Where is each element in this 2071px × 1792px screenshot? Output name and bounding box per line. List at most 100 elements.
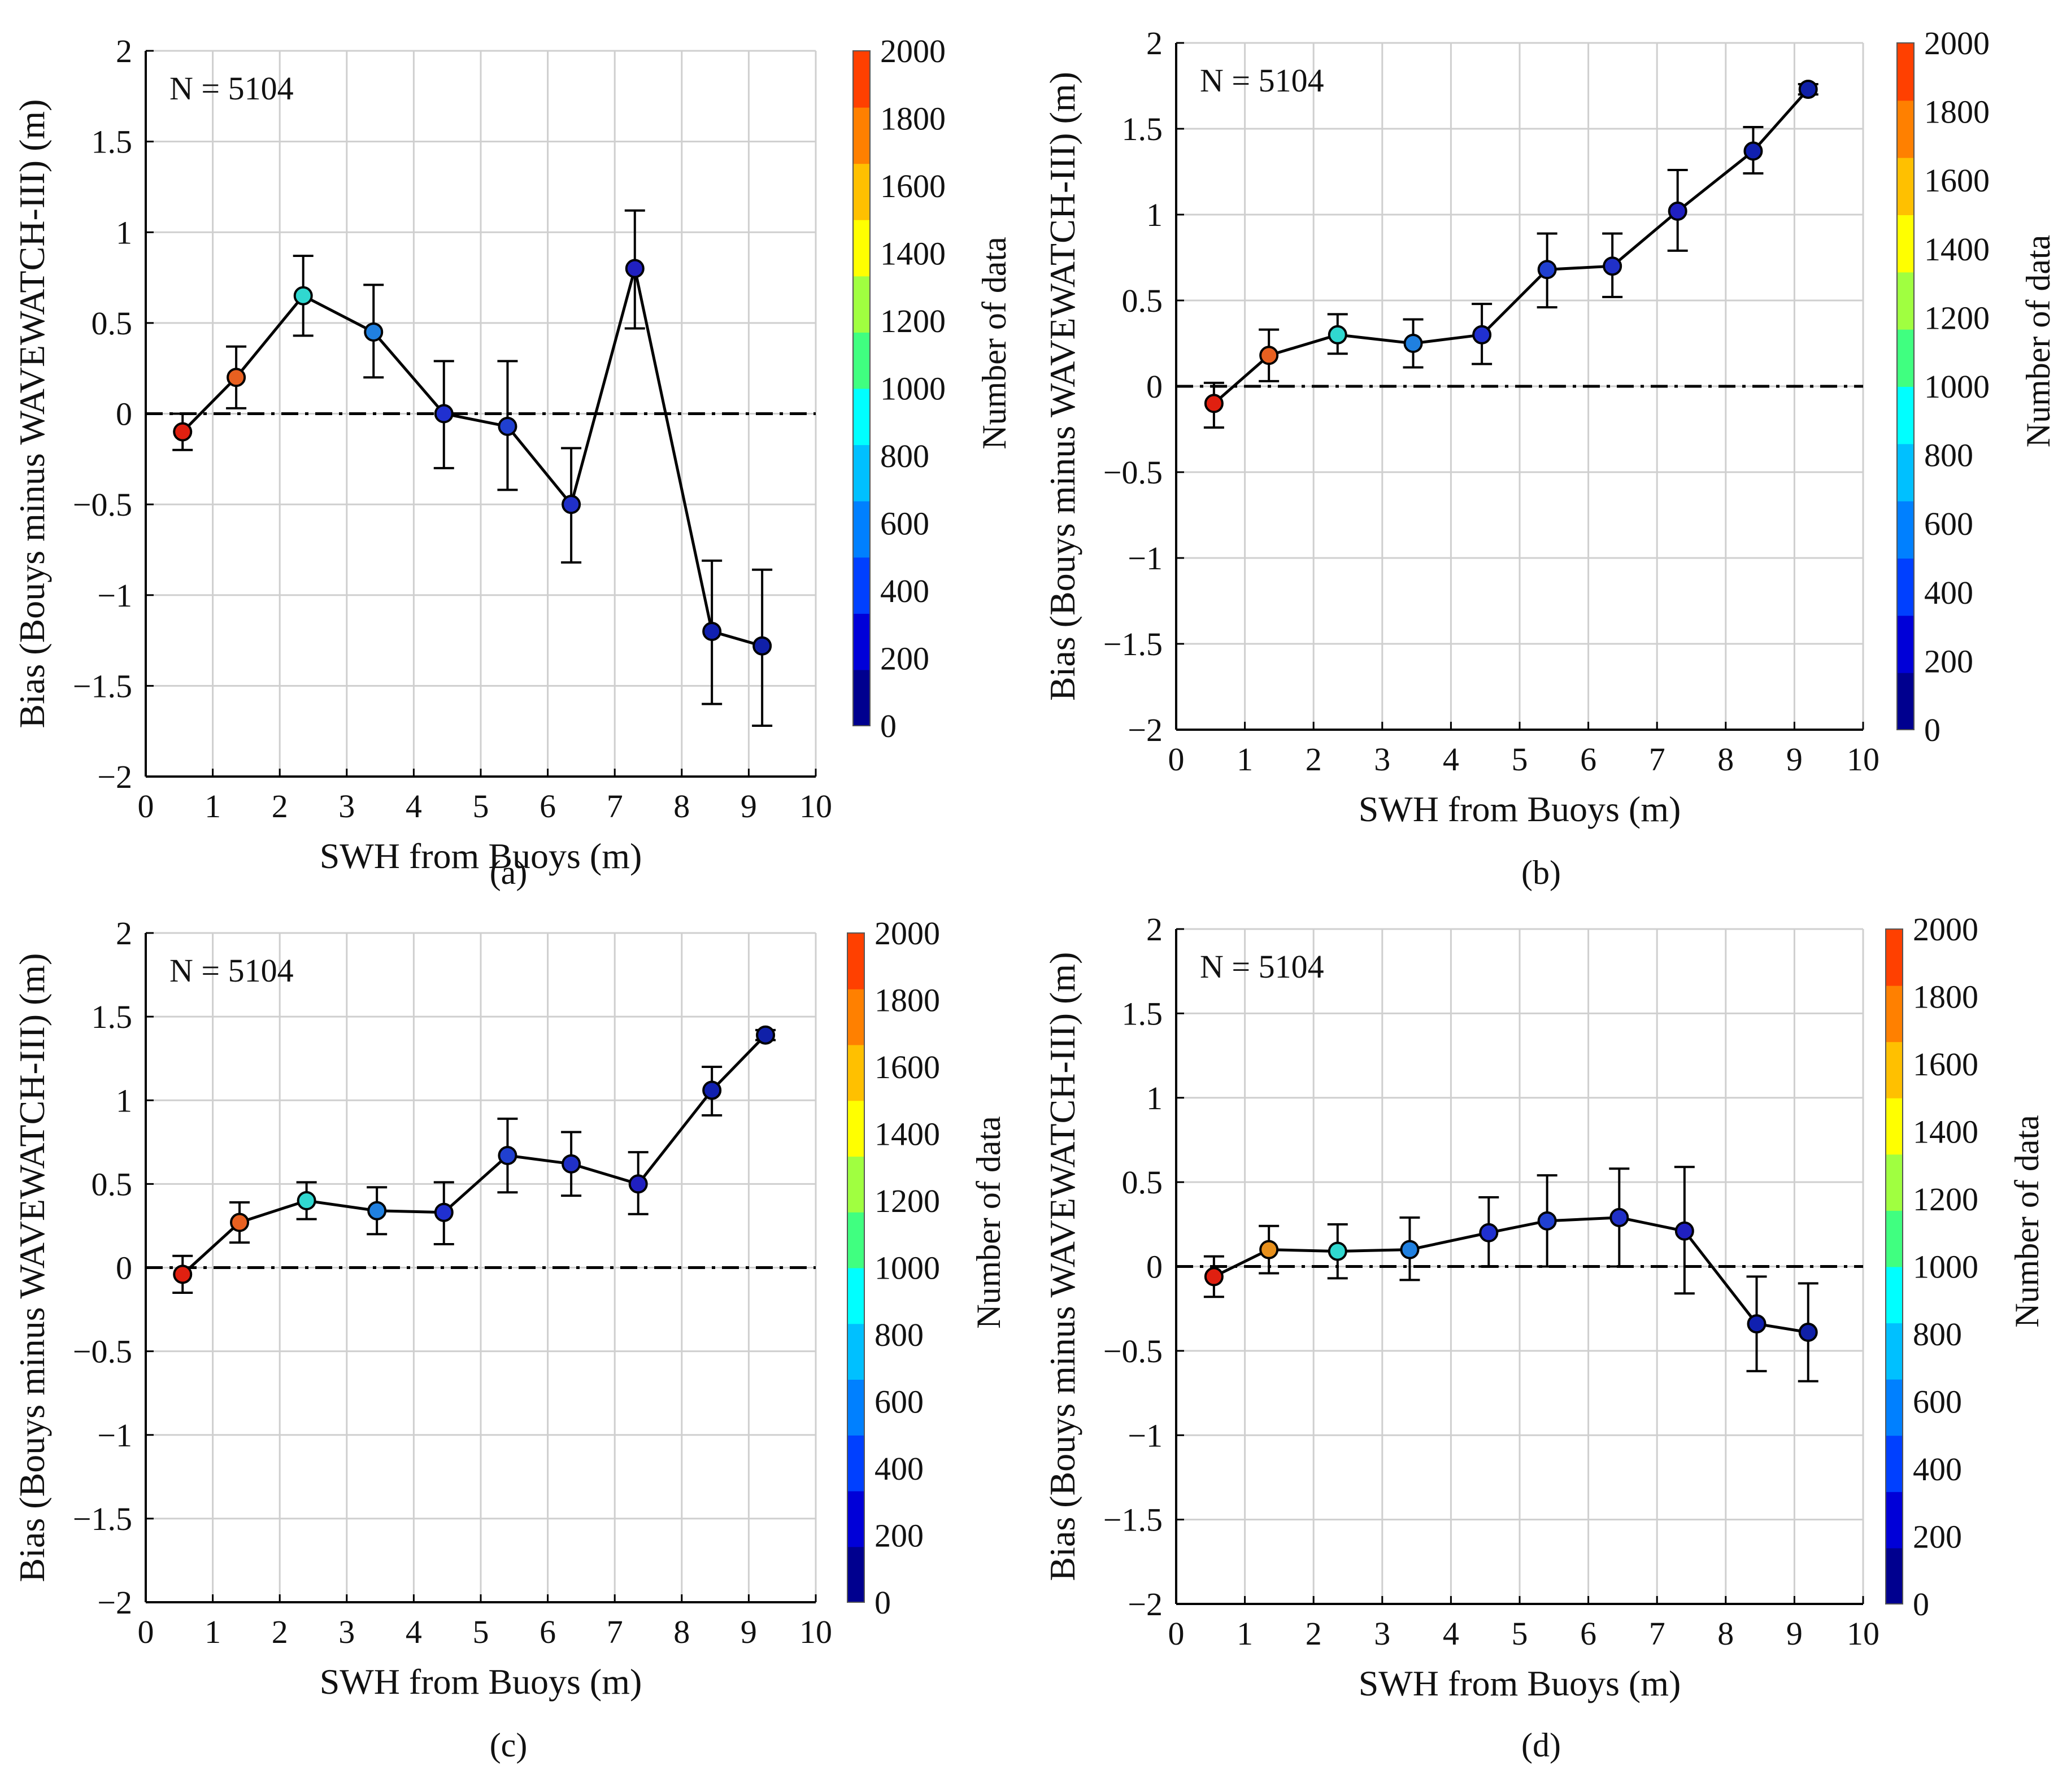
x-tick-label: 6 xyxy=(539,1614,556,1650)
y-tick-label: −0.5 xyxy=(73,486,132,523)
data-point xyxy=(230,1213,250,1232)
x-tick-label: 3 xyxy=(1374,741,1390,778)
colorbar-segment xyxy=(1897,215,1914,273)
colorbar-tick-label: 1200 xyxy=(880,303,946,339)
x-tick-label: 4 xyxy=(406,1614,422,1650)
y-tick-label: 2 xyxy=(116,33,132,69)
colorbar-segment xyxy=(853,332,870,389)
colorbar-segment xyxy=(1886,1266,1903,1324)
x-tick-label: 8 xyxy=(673,1614,690,1650)
colorbar-segment xyxy=(1886,1041,1903,1098)
colorbar-tick-label: 1800 xyxy=(874,982,940,1019)
colorbar-tick-label: 1000 xyxy=(1913,1249,1978,1285)
x-tick-label: 9 xyxy=(741,1614,757,1650)
colorbar-segment xyxy=(1886,1210,1903,1267)
data-point xyxy=(1259,346,1279,365)
x-tick-label: 2 xyxy=(272,1614,288,1650)
y-tick-label: −1 xyxy=(1128,540,1163,577)
y-tick-label: 0.5 xyxy=(92,305,133,342)
colorbar-segment xyxy=(1897,329,1914,387)
colorbar-frame xyxy=(847,932,865,1603)
y-tick-label: −2 xyxy=(1128,1586,1163,1623)
data-point xyxy=(173,422,193,442)
colorbar-segment xyxy=(1897,443,1914,502)
x-tick-label: 8 xyxy=(1717,741,1734,778)
colorbar-tick-label: 2000 xyxy=(1924,25,1990,62)
data-point xyxy=(227,368,246,387)
y-tick-label: 1 xyxy=(1146,197,1163,233)
data-point xyxy=(1479,1223,1499,1242)
n-annotation: N = 5104 xyxy=(169,70,294,107)
colorbar-segment xyxy=(1886,1154,1903,1211)
colorbar-tick-label: 2000 xyxy=(880,33,946,69)
colorbar-segment xyxy=(1897,615,1914,673)
x-tick-label: 5 xyxy=(473,1614,489,1650)
x-tick-label: 8 xyxy=(673,788,690,825)
colorbar-title: Number of data xyxy=(976,237,1013,450)
colorbar-segment xyxy=(853,276,870,333)
x-tick-label: 4 xyxy=(1443,1615,1459,1652)
colorbar-segment xyxy=(1897,500,1914,559)
y-tick-label: 0 xyxy=(116,396,132,433)
colorbar-title: Number of data xyxy=(2020,235,2057,448)
colorbar-tick-label: 400 xyxy=(874,1450,924,1487)
colorbar-segment xyxy=(847,1379,864,1436)
x-tick-label: 0 xyxy=(138,1614,154,1650)
colorbar-tick-label: 2000 xyxy=(874,915,940,952)
y-tick-label: 0 xyxy=(1146,368,1163,405)
panel-caption: (b) xyxy=(1521,854,1561,891)
y-axis-title: Bias (Bouys minus WAVEWATCH-III) (m) xyxy=(1042,952,1082,1581)
x-tick-label: 6 xyxy=(1580,741,1596,778)
colorbar-segment xyxy=(853,219,870,277)
colorbar-segment xyxy=(847,1156,864,1213)
series-line xyxy=(181,1034,767,1276)
colorbar-tick-label: 1000 xyxy=(880,370,946,407)
colorbar-segment xyxy=(1886,1491,1903,1549)
y-tick-label: −2 xyxy=(1128,712,1163,748)
x-tick-label: 2 xyxy=(1306,741,1322,778)
panel-d: 0 1 2 3 4 5 6 7 8 9 10 −2 −1.5 −1 −0.5 0 0.5 1 1.5 2 SWH fro… xyxy=(1042,911,2046,1764)
colorbar-segment xyxy=(1897,100,1914,158)
colorbar-segment xyxy=(853,51,870,108)
y-tick-label: −1.5 xyxy=(73,1501,132,1537)
colorbar-segment xyxy=(847,988,864,1045)
y-tick-label: −1.5 xyxy=(73,668,132,704)
colorbar-tick-label: 600 xyxy=(1913,1384,1962,1420)
colorbar-tick-label: 800 xyxy=(1913,1316,1962,1353)
colorbar-tick-label: 0 xyxy=(880,708,897,744)
series-line xyxy=(1213,88,1809,405)
colorbar-segment xyxy=(847,1490,864,1547)
x-tick-label: 1 xyxy=(205,788,221,825)
colorbar-tick-label: 600 xyxy=(880,505,929,542)
colorbar-segment xyxy=(853,613,870,670)
data-point xyxy=(702,622,722,641)
series-line xyxy=(181,268,763,648)
x-axis-title: SWH from Buoys (m) xyxy=(320,836,642,876)
colorbar-segment xyxy=(853,669,870,726)
data-point xyxy=(1747,1314,1767,1334)
colorbar-segment xyxy=(847,1435,864,1492)
colorbar-segment xyxy=(1897,272,1914,330)
colorbar-segment xyxy=(1897,386,1914,444)
colorbar-tick-label: 800 xyxy=(1924,437,1973,474)
colorbar-tick-label: 200 xyxy=(1913,1519,1962,1555)
colorbar-tick-label: 1000 xyxy=(874,1250,940,1287)
y-tick-label: 1 xyxy=(116,214,132,251)
data-point xyxy=(1204,1267,1224,1287)
colorbar-tick-label: 0 xyxy=(874,1584,891,1621)
data-point xyxy=(1609,1207,1629,1227)
data-point xyxy=(293,286,313,306)
data-point xyxy=(367,1201,387,1220)
colorbar-tick-label: 1800 xyxy=(880,101,946,137)
colorbar-tick-label: 1400 xyxy=(880,236,946,272)
colorbar-title: Number of data xyxy=(970,1116,1007,1329)
y-axis-title: Bias (Bouys minus WAVEWATCH-III) (m) xyxy=(12,953,52,1582)
x-tick-label: 7 xyxy=(1649,741,1665,778)
colorbar-segment xyxy=(1886,985,1903,1043)
data-point xyxy=(434,1202,454,1222)
colorbar-segment xyxy=(1897,157,1914,215)
colorbar-frame xyxy=(852,50,871,726)
y-tick-label: 0 xyxy=(1146,1249,1163,1285)
colorbar-tick-label: 1400 xyxy=(1913,1114,1978,1150)
